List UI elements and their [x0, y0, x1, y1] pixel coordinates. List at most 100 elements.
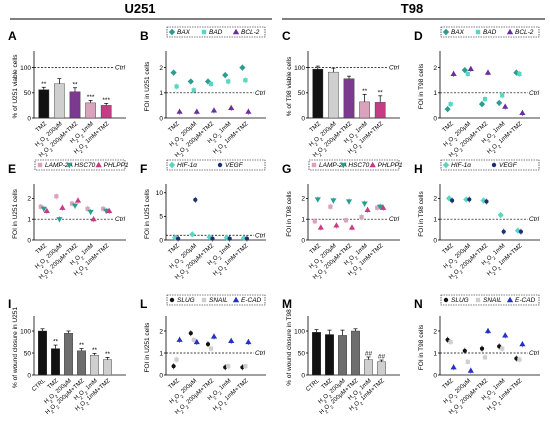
legend-label: E-CAD — [241, 297, 262, 304]
data-point — [519, 109, 526, 116]
data-point — [71, 203, 79, 209]
data-point — [484, 327, 492, 334]
y-tick-label: 2 — [27, 196, 31, 203]
significance-mark: ** — [362, 88, 368, 95]
data-point — [465, 359, 470, 364]
data-point — [500, 346, 505, 351]
data-point — [210, 236, 215, 241]
panel-letter: I — [8, 297, 11, 311]
y-tick-label: 1 — [433, 350, 437, 357]
data-point — [193, 108, 200, 114]
data-point — [463, 196, 470, 203]
y-axis-label: FOI in T98 cells — [418, 63, 425, 109]
y-tick-label: 0 — [433, 372, 437, 379]
ctrl-label: Ctrl — [255, 90, 266, 97]
data-point — [330, 198, 337, 204]
data-point — [345, 199, 353, 205]
y-tick-label: 2 — [159, 65, 163, 72]
y-tick-label: 0 — [27, 115, 31, 122]
legend-marker — [201, 29, 207, 35]
bar — [374, 102, 386, 119]
ctrl-label: Ctrl — [115, 216, 126, 223]
panel-l: L FOI in U251 cells 0 1 2 Ctrl SLUG SNAIL E-CAD T… — [140, 294, 266, 416]
x-tick-label: TMZ — [442, 378, 455, 391]
legend-label: SNAIL — [209, 297, 228, 304]
data-point — [54, 194, 59, 199]
y-tick-label: 1 — [433, 90, 437, 97]
legend-marker — [369, 161, 376, 168]
legend-label: PHLPP1 — [378, 162, 403, 169]
ctrl-label: Ctrl — [529, 90, 540, 97]
data-point — [59, 204, 66, 210]
data-point — [448, 102, 453, 107]
significance-mark: ## — [365, 350, 373, 357]
legend-marker — [168, 161, 176, 169]
y-axis-label: FOI in U251 cells — [144, 188, 151, 239]
significance-mark: ** — [53, 339, 59, 346]
data-point — [228, 104, 235, 111]
data-point — [314, 197, 321, 203]
significance-mark: *** — [87, 94, 95, 101]
legend-marker — [168, 28, 176, 36]
legend-marker — [442, 28, 450, 36]
bar — [359, 101, 370, 119]
data-point — [210, 107, 218, 113]
y-tick-label: 0 — [159, 237, 163, 244]
data-point — [193, 197, 198, 202]
legend-marker — [491, 162, 497, 168]
legend-label: HSC70 — [74, 162, 95, 169]
bar — [90, 355, 99, 376]
data-point — [343, 218, 349, 223]
legend-marker — [232, 28, 240, 35]
x-tick-label: TMZ — [168, 378, 181, 391]
panel-i: I% of wound closure in U251 0 50 100 ** ** ** *… — [8, 297, 126, 416]
data-point — [191, 88, 196, 93]
data-point — [43, 207, 50, 213]
legend-marker — [311, 162, 317, 168]
bar — [54, 83, 65, 119]
data-point — [517, 71, 522, 76]
bar — [364, 359, 373, 376]
data-point — [176, 236, 181, 241]
significance-mark: ** — [79, 342, 85, 349]
panel-e: E FOI in U251 cells 0 1 2 Ctrl LAMP-2A HSC70 PHL… — [8, 159, 129, 281]
y-tick-label: 50 — [24, 90, 32, 97]
x-tick-label: TMZ — [168, 121, 181, 134]
data-point — [191, 337, 196, 342]
data-point — [227, 236, 232, 241]
y-tick-label: 1 — [27, 217, 31, 224]
bar — [328, 71, 339, 119]
panel-letter: L — [140, 297, 147, 311]
ctrl-label: Ctrl — [529, 216, 540, 223]
legend-box — [166, 294, 266, 306]
y-tick-label: 1 — [159, 350, 163, 357]
data-point — [461, 67, 468, 74]
significance-mark: *** — [102, 97, 110, 104]
data-point — [228, 337, 235, 343]
bar — [100, 105, 112, 119]
data-point — [245, 338, 252, 345]
panel-letter: C — [282, 29, 291, 43]
panel-n: N FOI in T98 cells 0 1 2 Ctrl SLUG SNAIL E-CAD TM… — [414, 294, 540, 416]
y-tick-label: 50 — [298, 350, 306, 357]
panel-letter: M — [282, 297, 292, 311]
data-point — [462, 348, 467, 353]
legend-marker — [37, 162, 43, 168]
panel-g: G FOI in T98 cells 0 1 2 Ctrl LAMP-2A HSC70 PHLP… — [282, 159, 403, 281]
data-point — [364, 206, 371, 212]
y-tick-label: 5 — [159, 214, 163, 221]
data-point — [482, 97, 488, 102]
panel-letter: G — [282, 162, 291, 176]
y-tick-label: 2 — [159, 328, 163, 335]
legend-label: LAMP-2A — [319, 162, 347, 169]
data-point — [448, 339, 453, 345]
y-axis-label: FOI in T98 cells — [418, 324, 425, 370]
data-point — [244, 236, 249, 241]
legend-box — [308, 159, 400, 171]
y-tick-label: 0 — [301, 115, 305, 122]
data-point — [502, 332, 509, 338]
data-point — [500, 93, 505, 98]
